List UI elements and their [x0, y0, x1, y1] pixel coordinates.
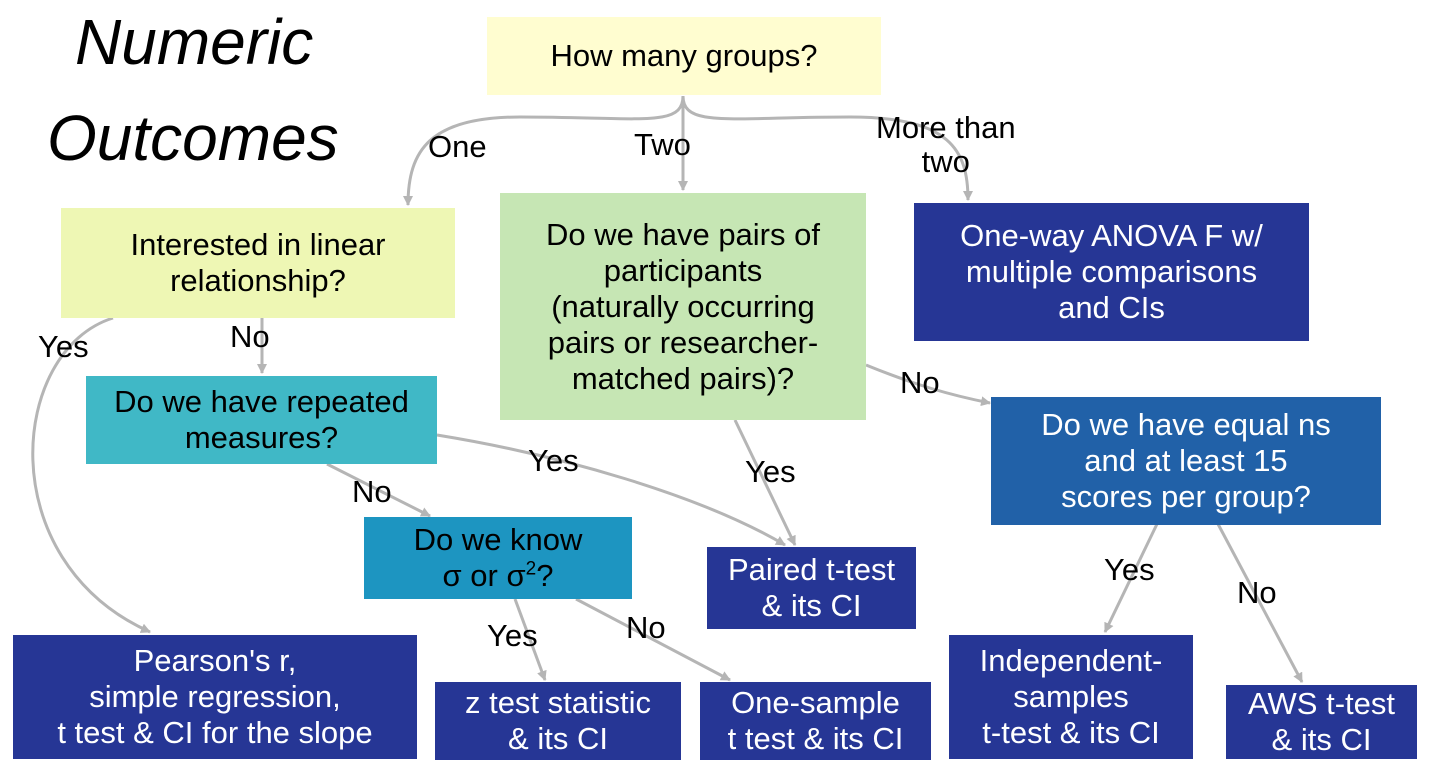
node-one-sample-t-test: One-sample t test & its CI [700, 682, 931, 760]
edge-label-repeated-no: No [352, 474, 392, 509]
node-ztest-line-1: z test statistic [464, 685, 652, 720]
arrow-root-to-anova [681, 95, 973, 201]
edge-label-more-than-two-line-2: two [921, 144, 970, 179]
edge-label-sigma-yes: Yes [487, 618, 538, 653]
node-aws-line-2: & its CI [1271, 722, 1372, 757]
node-pairs-of-participants: Do we have pairs of participants (natura… [500, 193, 866, 420]
edge-label-pairs-yes: Yes [745, 454, 796, 489]
node-one-way-anova: One-way ANOVA F w/ multiple comparisons … [914, 203, 1309, 341]
node-repeated-line-1: Do we have repeated [114, 384, 409, 419]
node-onesample-line-1: One-sample [731, 685, 900, 720]
node-anova-line-3: and CIs [1058, 290, 1165, 325]
arrow-pairs-no [865, 363, 991, 407]
node-how-many-groups-text: How many groups? [550, 38, 818, 73]
node-sigma-line-2-suffix: ? [536, 558, 554, 593]
node-linear-line-1: Interested in linear [130, 227, 386, 262]
edge-label-more-than-two-line-1: More than [876, 110, 1016, 145]
node-paired-line-1: Paired t-test [727, 552, 896, 587]
edge-label-two: Two [634, 127, 691, 162]
node-sigma-line-2-prefix: σ or σ [442, 558, 526, 593]
node-pearson-r: Pearson's r, simple regression, t test &… [13, 635, 417, 759]
node-equal-ns-line-3: scores per group? [1061, 479, 1311, 514]
arrow-pairs-yes [733, 419, 797, 546]
arrow-equal-yes [1103, 523, 1159, 633]
edge-label-equal-yes: Yes [1104, 552, 1155, 587]
edge-label-equal-no: No [1237, 575, 1277, 610]
node-pairs-line-5: matched pairs)? [571, 360, 795, 396]
edge-label-one: One [428, 129, 487, 164]
node-independent-samples: Independent- samples t-test & its CI [949, 635, 1193, 759]
node-independent-line-3: t-test & its CI [982, 715, 1160, 750]
node-pairs-line-3: (naturally occurring [551, 288, 815, 324]
page-title-line-1: Numeric [75, 6, 314, 78]
arrow-root-to-linear [403, 95, 685, 206]
edge-label-linear-yes: Yes [38, 329, 89, 364]
node-equal-ns: Do we have equal ns and at least 15 scor… [991, 397, 1381, 525]
node-ztest-line-2: & its CI [508, 721, 608, 756]
node-sigma-line-2: σ or σ2? [443, 558, 554, 594]
edge-label-repeated-yes: Yes [528, 443, 579, 478]
edge-label-linear-no: No [230, 319, 270, 354]
node-independent-line-2: samples [1013, 679, 1129, 714]
node-repeated-measures: Do we have repeated measures? [86, 376, 437, 464]
arrow-linear-yes [31, 316, 151, 634]
arrow-repeated-no [326, 462, 431, 518]
node-pairs-line-1: Do we have pairs of [546, 216, 820, 252]
node-pearson-line-1: Pearson's r, [133, 643, 297, 678]
arrow-equal-no [1216, 523, 1304, 683]
node-equal-ns-line-2: and at least 15 [1084, 443, 1288, 478]
node-anova-line-2: multiple comparisons [965, 254, 1258, 289]
node-z-test: z test statistic & its CI [435, 682, 681, 760]
edge-label-more-than-two: More than two [876, 111, 1016, 179]
node-anova-line-1: One-way ANOVA F w/ [960, 218, 1263, 253]
edge-label-sigma-no: No [626, 610, 666, 645]
arrow-sigma-no [575, 597, 731, 682]
node-onesample-line-2: t test & its CI [727, 721, 904, 756]
node-linear-line-2: relationship? [170, 263, 346, 298]
node-pearson-line-2: simple regression, [89, 679, 341, 714]
node-repeated-line-2: measures? [184, 420, 339, 455]
page-title-line-2: Outcomes [47, 102, 339, 174]
node-pairs-line-2: participants [603, 252, 763, 288]
node-how-many-groups: How many groups? [487, 17, 881, 95]
node-sigma-line-1: Do we know [413, 522, 583, 557]
node-independent-line-1: Independent- [979, 643, 1163, 678]
arrow-repeated-yes [436, 433, 786, 547]
node-linear-relationship: Interested in linear relationship? [61, 208, 455, 318]
arrow-sigma-yes [513, 598, 547, 681]
node-paired-line-2: & its CI [761, 588, 862, 623]
node-paired-t-test: Paired t-test & its CI [707, 547, 916, 629]
node-pearson-line-3: t test & CI for the slope [57, 715, 373, 750]
node-know-sigma: Do we know σ or σ2? [364, 517, 632, 599]
node-sigma-superscript: 2 [525, 558, 537, 580]
edge-label-pairs-no: No [900, 365, 940, 400]
node-aws-line-1: AWS t-test [1248, 686, 1395, 721]
node-pairs-line-4: pairs or researcher- [547, 324, 819, 360]
node-equal-ns-line-1: Do we have equal ns [1041, 407, 1331, 442]
node-aws-t-test: AWS t-test & its CI [1226, 685, 1417, 759]
